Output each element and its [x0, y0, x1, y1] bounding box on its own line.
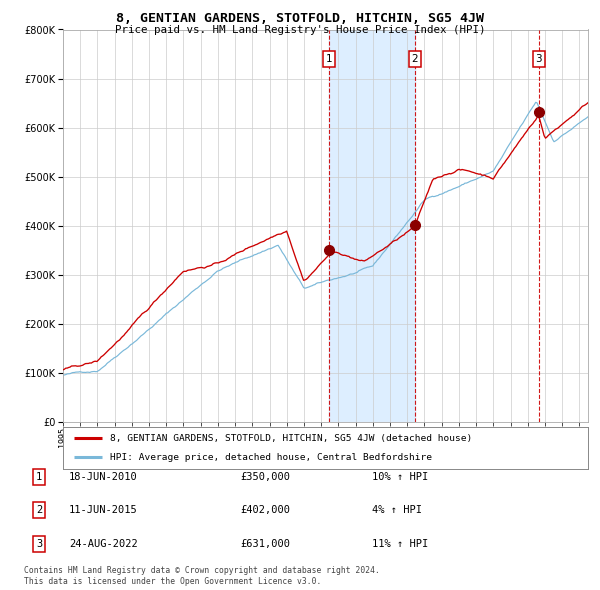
Text: Contains HM Land Registry data © Crown copyright and database right 2024.: Contains HM Land Registry data © Crown c… [24, 566, 380, 575]
Text: 3: 3 [536, 54, 542, 64]
Text: Price paid vs. HM Land Registry's House Price Index (HPI): Price paid vs. HM Land Registry's House … [115, 25, 485, 35]
Text: 8, GENTIAN GARDENS, STOTFOLD, HITCHIN, SG5 4JW (detached house): 8, GENTIAN GARDENS, STOTFOLD, HITCHIN, S… [110, 434, 473, 442]
Text: This data is licensed under the Open Government Licence v3.0.: This data is licensed under the Open Gov… [24, 578, 322, 586]
Text: 11-JUN-2015: 11-JUN-2015 [69, 506, 138, 515]
Text: 1: 1 [36, 472, 42, 481]
Text: 2: 2 [36, 506, 42, 515]
Text: 3: 3 [36, 539, 42, 549]
Text: £631,000: £631,000 [240, 539, 290, 549]
Text: 4% ↑ HPI: 4% ↑ HPI [372, 506, 422, 515]
Text: 18-JUN-2010: 18-JUN-2010 [69, 472, 138, 481]
Text: £350,000: £350,000 [240, 472, 290, 481]
Text: £402,000: £402,000 [240, 506, 290, 515]
Text: 8, GENTIAN GARDENS, STOTFOLD, HITCHIN, SG5 4JW: 8, GENTIAN GARDENS, STOTFOLD, HITCHIN, S… [116, 12, 484, 25]
Bar [329, 30, 415, 422]
Text: 10% ↑ HPI: 10% ↑ HPI [372, 472, 428, 481]
Text: HPI: Average price, detached house, Central Bedfordshire: HPI: Average price, detached house, Cent… [110, 453, 432, 461]
Text: 2: 2 [412, 54, 418, 64]
Text: 11% ↑ HPI: 11% ↑ HPI [372, 539, 428, 549]
Text: 24-AUG-2022: 24-AUG-2022 [69, 539, 138, 549]
Text: 1: 1 [326, 54, 332, 64]
